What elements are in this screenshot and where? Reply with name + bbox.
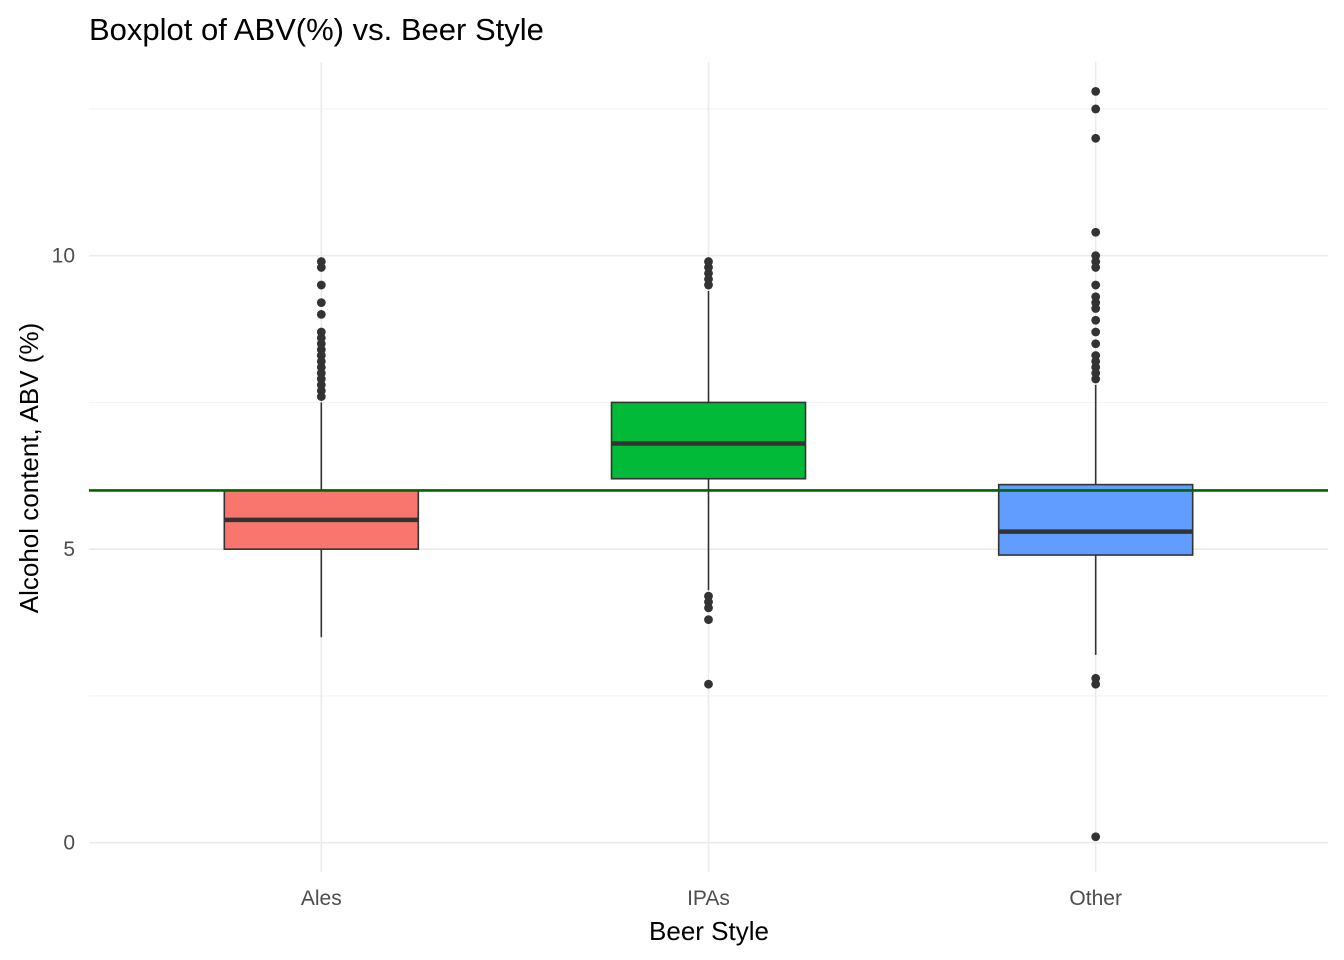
outlier-point bbox=[316, 257, 326, 266]
outlier-point bbox=[1091, 280, 1101, 290]
box-body bbox=[610, 401, 807, 480]
outlier-point bbox=[704, 615, 713, 625]
outlier-point bbox=[1091, 315, 1101, 325]
outlier-point bbox=[316, 280, 326, 290]
outlier-point bbox=[316, 298, 326, 308]
outlier-point bbox=[1091, 227, 1101, 237]
outlier-point bbox=[1091, 133, 1101, 143]
outlier-point bbox=[1091, 86, 1101, 96]
box-ipas bbox=[610, 257, 807, 689]
outlier-point bbox=[1091, 832, 1101, 842]
outlier-point bbox=[1091, 327, 1101, 337]
outlier-point bbox=[1091, 673, 1101, 683]
y-tick-labels: 0 5 10 bbox=[52, 245, 75, 855]
box-ales bbox=[223, 257, 420, 638]
y-tick-label: 0 bbox=[63, 832, 75, 855]
box-other bbox=[997, 86, 1194, 842]
outlier-point bbox=[1091, 292, 1101, 302]
x-tick-label: Other bbox=[1069, 887, 1122, 910]
x-tick-label: Ales bbox=[301, 887, 342, 910]
outlier-point bbox=[1091, 251, 1101, 261]
outlier-point bbox=[704, 591, 713, 601]
outlier-point bbox=[1091, 104, 1101, 114]
outlier-point bbox=[316, 327, 326, 337]
x-axis-title: Beer Style bbox=[649, 916, 769, 946]
y-tick-label: 5 bbox=[63, 538, 75, 561]
boxes-group bbox=[223, 86, 1194, 842]
x-tick-labels: Ales IPAs Other bbox=[301, 887, 1122, 910]
outlier-point bbox=[316, 309, 326, 319]
y-tick-label: 10 bbox=[52, 245, 75, 268]
x-tick-label: IPAs bbox=[687, 887, 730, 910]
outlier-point bbox=[1091, 351, 1101, 360]
outlier-point bbox=[1091, 339, 1101, 349]
chart-title: Boxplot of ABV(%) vs. Beer Style bbox=[89, 12, 544, 47]
box-body bbox=[997, 483, 1194, 556]
outlier-point bbox=[704, 257, 713, 266]
y-axis-title: Alcohol content, ABV (%) bbox=[14, 323, 44, 613]
outlier-point bbox=[704, 679, 713, 689]
